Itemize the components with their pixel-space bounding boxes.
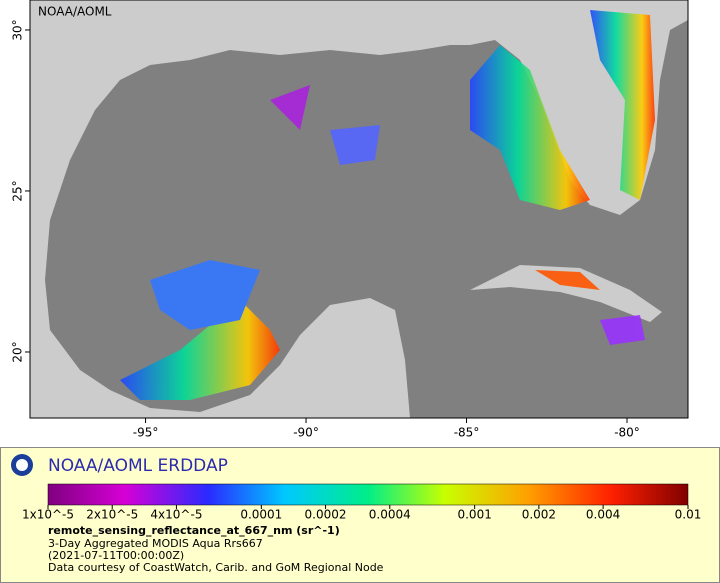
variable-name: remote_sensing_reflectance_at_667_nm (sr… bbox=[48, 524, 340, 537]
patch bbox=[600, 315, 645, 345]
colorbar-tick-label: 0.01 bbox=[675, 508, 702, 522]
x-tick-label: -80° bbox=[614, 426, 640, 440]
colorbar-tick-label: 4x10^-5 bbox=[150, 508, 202, 522]
map: NOAA/AOML bbox=[29, 0, 689, 419]
patch bbox=[330, 125, 380, 165]
x-tick-label: -95° bbox=[133, 426, 159, 440]
map-frame bbox=[29, 0, 689, 419]
info-line: Data courtesy of CoastWatch, Carib. and … bbox=[48, 561, 384, 574]
reflectance-patches bbox=[120, 10, 655, 400]
colorbar-tick-label: 0.002 bbox=[522, 508, 556, 522]
colorbar-tick-label: 0.001 bbox=[457, 508, 491, 522]
map-label: NOAA/AOML bbox=[38, 5, 112, 19]
info-line: 3-Day Aggregated MODIS Aqua Rrs667 bbox=[48, 537, 263, 550]
patch bbox=[590, 10, 655, 200]
patch bbox=[150, 260, 260, 330]
patch bbox=[120, 300, 280, 400]
logo-inner bbox=[16, 459, 28, 471]
legend: NOAA/AOML ERDDAP remote_sensing_reflecta… bbox=[0, 447, 720, 583]
legend-panel bbox=[0, 447, 720, 583]
patch bbox=[270, 85, 310, 130]
patch bbox=[535, 270, 600, 290]
y-tick-label: 25° bbox=[11, 180, 25, 201]
colorbar-tick-label: 0.004 bbox=[586, 508, 620, 522]
colorbar bbox=[47, 483, 689, 506]
patch bbox=[470, 45, 590, 210]
colorbar-tick-label: 0.0004 bbox=[369, 508, 411, 522]
legend-title: NOAA/AOML ERDDAP bbox=[48, 456, 228, 476]
cuba bbox=[470, 265, 662, 322]
colorbar-tick-label: 0.0001 bbox=[240, 508, 282, 522]
y-tick-label: 20° bbox=[11, 341, 25, 362]
colorbar-tick-label: 2x10^-5 bbox=[86, 508, 138, 522]
info-line: (2021-07-11T00:00:00Z) bbox=[48, 549, 184, 562]
x-tick-label: -90° bbox=[293, 426, 319, 440]
x-tick-label: -85° bbox=[454, 426, 480, 440]
y-tick-label: 30° bbox=[11, 19, 25, 40]
colorbar-tick-label: 0.0002 bbox=[305, 508, 347, 522]
colorbar-tick-label: 1x10^-5 bbox=[22, 508, 74, 522]
